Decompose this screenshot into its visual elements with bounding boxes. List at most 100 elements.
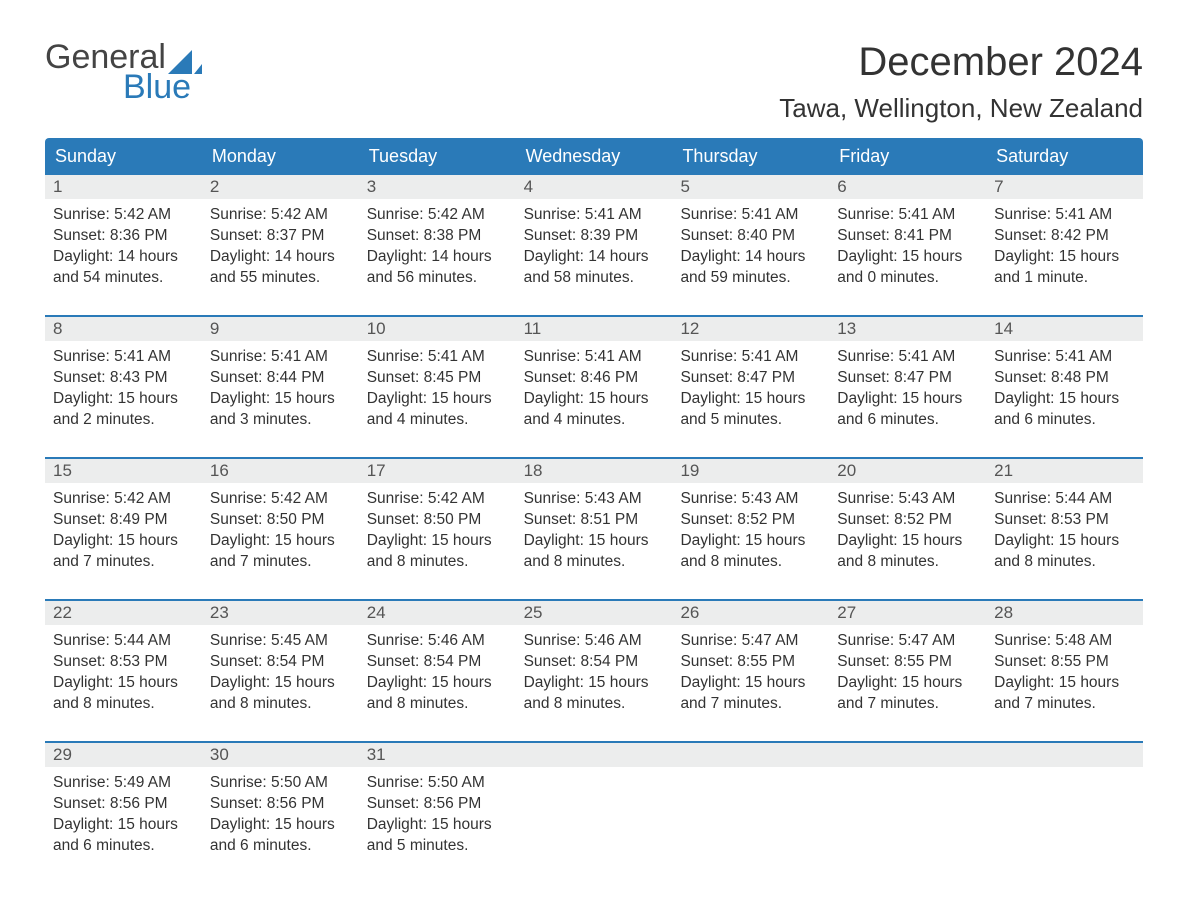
daylight-text: Daylight: 15 hours <box>524 389 665 410</box>
daylight-text: Daylight: 14 hours <box>524 247 665 268</box>
daylight-text: and 3 minutes. <box>210 410 351 431</box>
day-number: 28 <box>986 601 1143 625</box>
day-number: 27 <box>829 601 986 625</box>
daylight-text: Daylight: 15 hours <box>524 531 665 552</box>
daylight-text: and 55 minutes. <box>210 268 351 289</box>
day-number: 25 <box>516 601 673 625</box>
daylight-text: and 8 minutes. <box>524 694 665 715</box>
sunset-text: Sunset: 8:48 PM <box>994 368 1135 389</box>
daylight-text: Daylight: 15 hours <box>367 389 508 410</box>
day-cell: Sunrise: 5:41 AMSunset: 8:48 PMDaylight:… <box>986 341 1143 437</box>
daylight-text: Daylight: 15 hours <box>524 673 665 694</box>
month-title: December 2024 <box>779 40 1143 85</box>
day-number: 6 <box>829 175 986 199</box>
sunset-text: Sunset: 8:37 PM <box>210 226 351 247</box>
sunset-text: Sunset: 8:54 PM <box>367 652 508 673</box>
daylight-text: Daylight: 14 hours <box>367 247 508 268</box>
day-number: 17 <box>359 459 516 483</box>
day-cell: Sunrise: 5:46 AMSunset: 8:54 PMDaylight:… <box>516 625 673 721</box>
sunrise-text: Sunrise: 5:47 AM <box>837 631 978 652</box>
day-cell: Sunrise: 5:41 AMSunset: 8:42 PMDaylight:… <box>986 199 1143 295</box>
sunrise-text: Sunrise: 5:49 AM <box>53 773 194 794</box>
sunrise-text: Sunrise: 5:41 AM <box>524 347 665 368</box>
daylight-text: and 59 minutes. <box>680 268 821 289</box>
sunset-text: Sunset: 8:55 PM <box>837 652 978 673</box>
sunset-text: Sunset: 8:56 PM <box>367 794 508 815</box>
day-cell: Sunrise: 5:44 AMSunset: 8:53 PMDaylight:… <box>986 483 1143 579</box>
day-number: 29 <box>45 743 202 767</box>
day-cell: Sunrise: 5:47 AMSunset: 8:55 PMDaylight:… <box>672 625 829 721</box>
daylight-text: and 8 minutes. <box>837 552 978 573</box>
week: 15161718192021Sunrise: 5:42 AMSunset: 8:… <box>45 459 1143 579</box>
daylight-text: and 4 minutes. <box>367 410 508 431</box>
sunset-text: Sunset: 8:53 PM <box>994 510 1135 531</box>
daylight-text: and 8 minutes. <box>524 552 665 573</box>
day-cell: Sunrise: 5:48 AMSunset: 8:55 PMDaylight:… <box>986 625 1143 721</box>
sunset-text: Sunset: 8:46 PM <box>524 368 665 389</box>
sunset-text: Sunset: 8:43 PM <box>53 368 194 389</box>
day-number-row: 22232425262728 <box>45 601 1143 625</box>
day-cell <box>829 767 986 863</box>
daylight-text: Daylight: 15 hours <box>680 389 821 410</box>
sunrise-text: Sunrise: 5:41 AM <box>837 347 978 368</box>
daylight-text: Daylight: 15 hours <box>53 815 194 836</box>
sunrise-text: Sunrise: 5:41 AM <box>367 347 508 368</box>
sunrise-text: Sunrise: 5:42 AM <box>210 489 351 510</box>
sunset-text: Sunset: 8:50 PM <box>210 510 351 531</box>
sunset-text: Sunset: 8:54 PM <box>524 652 665 673</box>
day-cell: Sunrise: 5:47 AMSunset: 8:55 PMDaylight:… <box>829 625 986 721</box>
sunrise-text: Sunrise: 5:41 AM <box>994 205 1135 226</box>
sunrise-text: Sunrise: 5:50 AM <box>367 773 508 794</box>
sunset-text: Sunset: 8:51 PM <box>524 510 665 531</box>
daylight-text: and 6 minutes. <box>210 836 351 857</box>
day-number: 16 <box>202 459 359 483</box>
daylight-text: and 5 minutes. <box>367 836 508 857</box>
day-number: 2 <box>202 175 359 199</box>
sunrise-text: Sunrise: 5:42 AM <box>367 205 508 226</box>
daylight-text: and 6 minutes. <box>837 410 978 431</box>
day-cell: Sunrise: 5:41 AMSunset: 8:41 PMDaylight:… <box>829 199 986 295</box>
calendar: Sunday Monday Tuesday Wednesday Thursday… <box>45 138 1143 863</box>
day-number: 22 <box>45 601 202 625</box>
daylight-text: Daylight: 15 hours <box>837 531 978 552</box>
daylight-text: Daylight: 15 hours <box>994 389 1135 410</box>
logo-word-2: Blue <box>45 70 202 104</box>
day-number <box>829 743 986 767</box>
daylight-text: and 0 minutes. <box>837 268 978 289</box>
daylight-text: and 56 minutes. <box>367 268 508 289</box>
day-cell: Sunrise: 5:42 AMSunset: 8:50 PMDaylight:… <box>359 483 516 579</box>
day-header-thu: Thursday <box>672 138 829 175</box>
day-content-row: Sunrise: 5:49 AMSunset: 8:56 PMDaylight:… <box>45 767 1143 863</box>
day-number: 10 <box>359 317 516 341</box>
daylight-text: and 6 minutes. <box>53 836 194 857</box>
daylight-text: and 1 minute. <box>994 268 1135 289</box>
daylight-text: Daylight: 15 hours <box>367 815 508 836</box>
day-cell: Sunrise: 5:43 AMSunset: 8:52 PMDaylight:… <box>672 483 829 579</box>
daylight-text: and 4 minutes. <box>524 410 665 431</box>
daylight-text: and 5 minutes. <box>680 410 821 431</box>
day-cell: Sunrise: 5:49 AMSunset: 8:56 PMDaylight:… <box>45 767 202 863</box>
day-number: 12 <box>672 317 829 341</box>
daylight-text: and 8 minutes. <box>53 694 194 715</box>
daylight-text: and 7 minutes. <box>837 694 978 715</box>
day-number: 31 <box>359 743 516 767</box>
day-cell: Sunrise: 5:41 AMSunset: 8:43 PMDaylight:… <box>45 341 202 437</box>
daylight-text: and 8 minutes. <box>210 694 351 715</box>
day-cell: Sunrise: 5:41 AMSunset: 8:39 PMDaylight:… <box>516 199 673 295</box>
sunrise-text: Sunrise: 5:48 AM <box>994 631 1135 652</box>
daylight-text: Daylight: 15 hours <box>837 389 978 410</box>
daylight-text: Daylight: 15 hours <box>837 247 978 268</box>
sunset-text: Sunset: 8:56 PM <box>210 794 351 815</box>
day-number: 23 <box>202 601 359 625</box>
sunset-text: Sunset: 8:47 PM <box>837 368 978 389</box>
sunrise-text: Sunrise: 5:50 AM <box>210 773 351 794</box>
day-number: 5 <box>672 175 829 199</box>
sunset-text: Sunset: 8:52 PM <box>837 510 978 531</box>
day-cell: Sunrise: 5:42 AMSunset: 8:50 PMDaylight:… <box>202 483 359 579</box>
day-cell: Sunrise: 5:41 AMSunset: 8:45 PMDaylight:… <box>359 341 516 437</box>
daylight-text: and 8 minutes. <box>367 694 508 715</box>
sunset-text: Sunset: 8:50 PM <box>367 510 508 531</box>
day-number <box>672 743 829 767</box>
location-subtitle: Tawa, Wellington, New Zealand <box>779 93 1143 124</box>
sunrise-text: Sunrise: 5:45 AM <box>210 631 351 652</box>
